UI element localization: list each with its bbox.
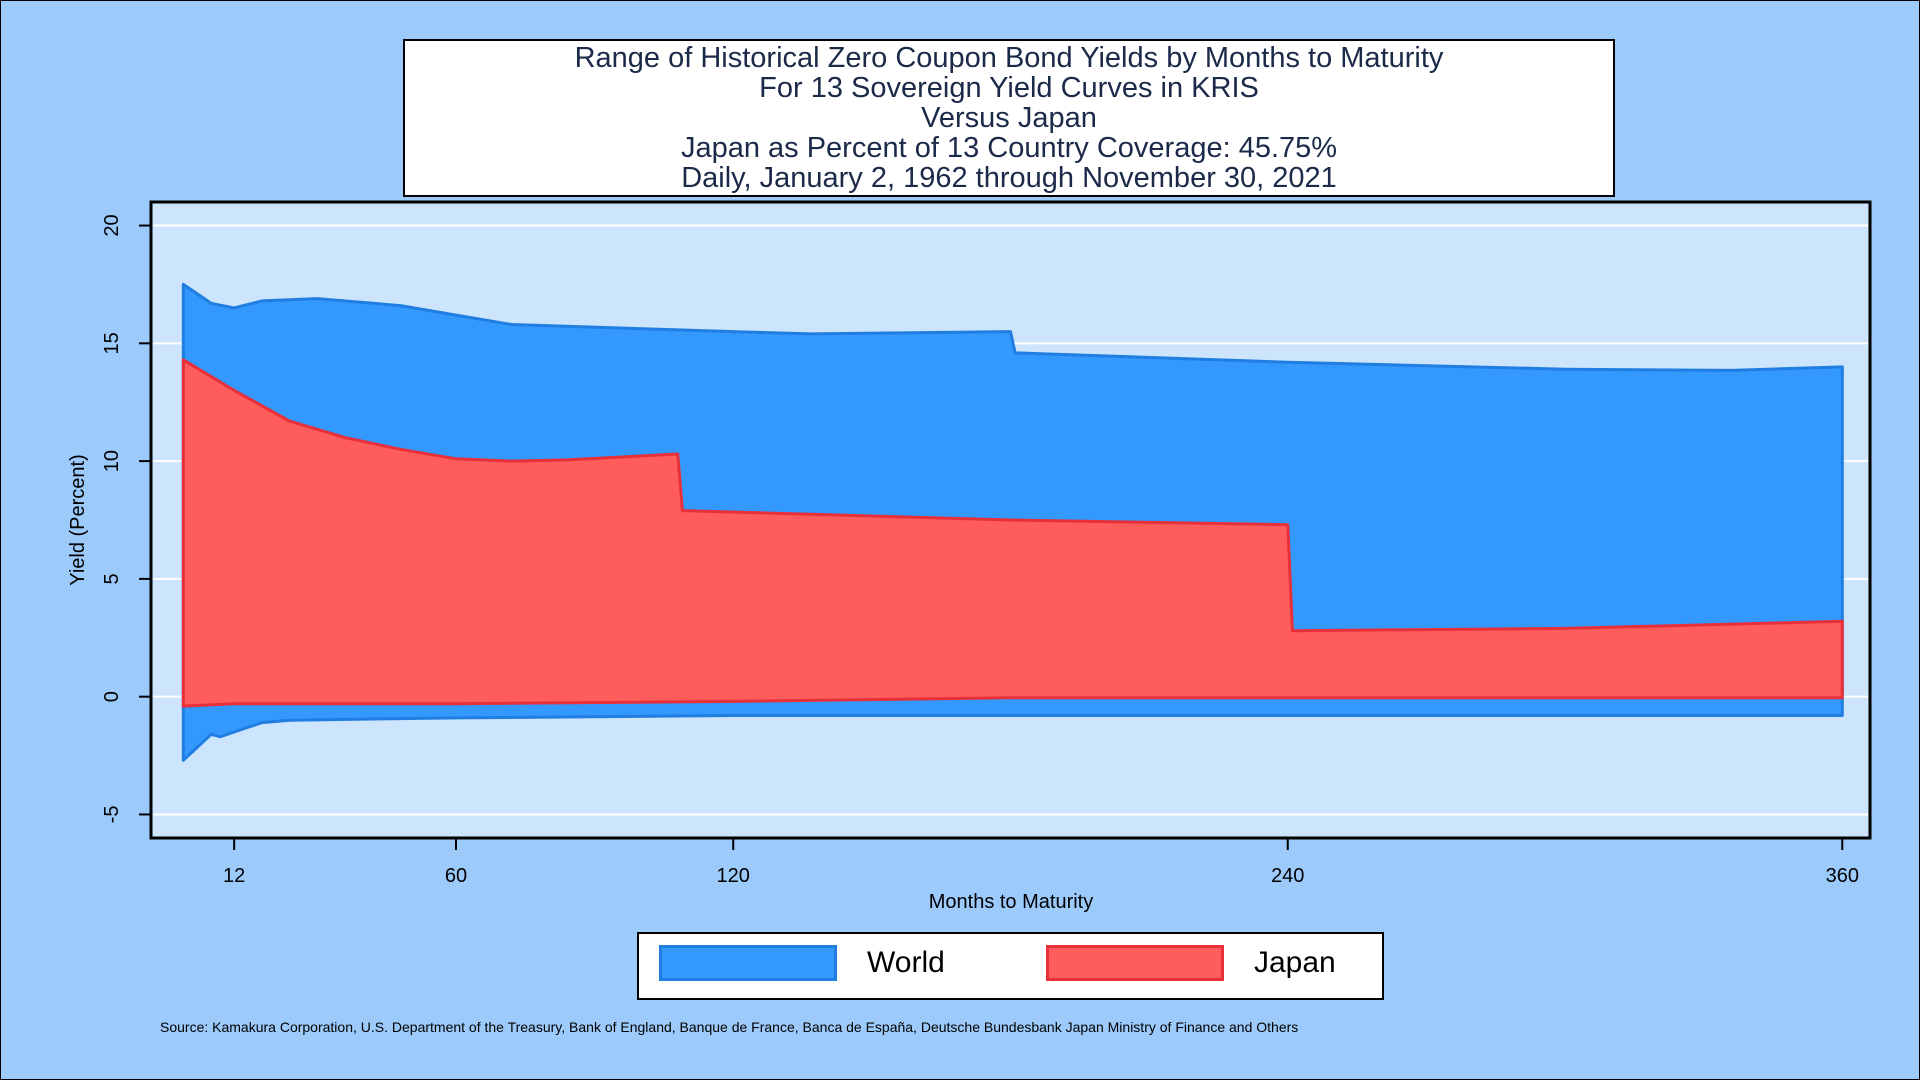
legend-swatch-world xyxy=(659,945,837,981)
y-axis: -5 0 5 10 15 20 xyxy=(101,214,151,823)
legend-label-world: World xyxy=(867,946,945,979)
plot-border xyxy=(149,200,1872,840)
x-tick-label: 120 xyxy=(717,865,750,887)
x-tick-label: 12 xyxy=(223,865,245,887)
chart-title-box: Range of Historical Zero Coupon Bond Yie… xyxy=(403,39,1615,197)
y-tick-label: 5 xyxy=(101,573,123,584)
x-tick-label: 360 xyxy=(1826,865,1859,887)
x-axis: 12 60 120 240 360 xyxy=(223,838,1859,887)
legend: World Japan xyxy=(637,932,1384,1000)
title-line-5: Daily, January 2, 1962 through November … xyxy=(681,162,1337,194)
legend-label-japan: Japan xyxy=(1254,946,1336,979)
legend-item-world: World xyxy=(659,945,945,981)
title-line-1: Range of Historical Zero Coupon Bond Yie… xyxy=(574,42,1444,74)
legend-item-japan: Japan xyxy=(1046,945,1336,981)
title-line-4: Japan as Percent of 13 Country Coverage:… xyxy=(680,132,1338,164)
title-line-2: For 13 Sovereign Yield Curves in KRIS xyxy=(759,72,1259,104)
title-line-3: Versus Japan xyxy=(921,102,1097,134)
area-japan xyxy=(181,358,1844,708)
y-tick-label: -5 xyxy=(101,806,123,824)
series-layer xyxy=(181,282,1844,762)
y-tick-label: 15 xyxy=(101,332,123,354)
y-axis-label: Yield (Percent) xyxy=(67,454,89,586)
y-tick-label: 10 xyxy=(101,450,123,472)
y-tick-label: 0 xyxy=(101,691,123,702)
x-axis-label: Months to Maturity xyxy=(929,891,1094,913)
x-tick-label: 60 xyxy=(445,865,467,887)
source-note: Source: Kamakura Corporation, U.S. Depar… xyxy=(160,1019,1299,1035)
x-tick-label: 240 xyxy=(1271,865,1304,887)
y-tick-label: 20 xyxy=(101,214,123,236)
legend-swatch-japan xyxy=(1046,945,1224,981)
